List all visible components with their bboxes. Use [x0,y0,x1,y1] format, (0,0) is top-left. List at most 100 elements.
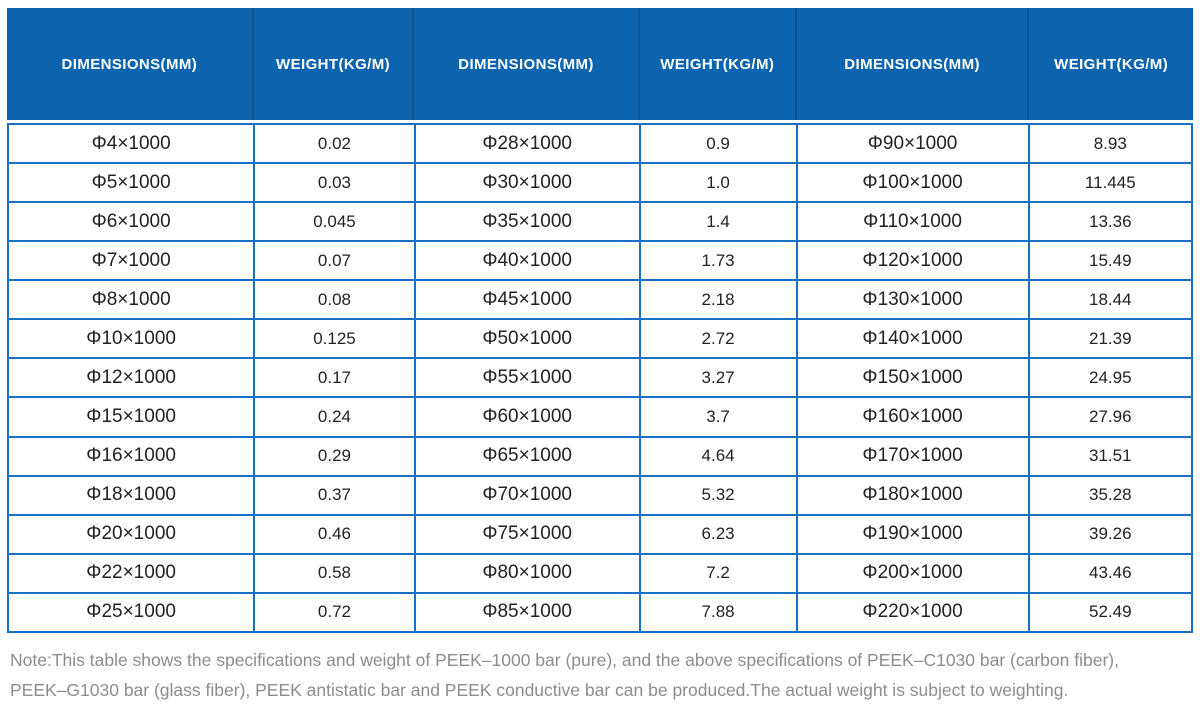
dimension-cell: Φ6×1000 [6,201,256,243]
weight-cell: 21.39 [1027,318,1194,360]
dimension-cell: Φ20×1000 [6,513,256,555]
dimension-cell: Φ110×1000 [795,201,1030,243]
dimension-cell: Φ10×1000 [6,318,256,360]
column-header-dimensions: DIMENSIONS(MM) [414,8,640,120]
weight-cell: 0.08 [253,279,416,321]
dimension-cell: Φ40×1000 [413,240,641,282]
spec-table: Φ4×1000 0.02 Φ28×1000 0.9 Φ90×1000 8.93 Φ5×100… [6,122,1194,634]
dimension-cell: Φ65×1000 [413,435,641,477]
dimension-cell: Φ75×1000 [413,513,641,555]
table-row: Φ4×1000 0.02 Φ28×1000 0.9 Φ90×1000 8.93 [6,122,1194,165]
dimension-cell: Φ25×1000 [6,591,256,634]
dimension-cell: Φ200×1000 [795,552,1030,594]
weight-cell: 0.17 [253,357,416,399]
note: Note:This table shows the specifications… [7,645,1193,704]
table-row: Φ12×1000 0.17 Φ55×1000 3.27 Φ150×1000 24.95 [6,357,1194,399]
dimension-cell: Φ12×1000 [6,357,256,399]
dimension-cell: Φ28×1000 [413,122,641,165]
table-row: Φ22×1000 0.58 Φ80×1000 7.2 Φ200×1000 43.46 [6,552,1194,594]
weight-cell: 0.37 [253,474,416,516]
weight-cell: 11.445 [1027,162,1194,204]
dimension-cell: Φ70×1000 [413,474,641,516]
weight-cell: 1.73 [638,240,798,282]
dimension-cell: Φ18×1000 [6,474,256,516]
table-row: Φ10×1000 0.125 Φ50×1000 2.72 Φ140×1000 21.39 [6,318,1194,360]
dimension-cell: Φ45×1000 [413,279,641,321]
weight-cell: 35.28 [1027,474,1194,516]
column-header-dimensions: DIMENSIONS(MM) [797,8,1030,120]
column-header-weight: WEIGHT(KG/M) [1054,55,1169,73]
dimension-cell: Φ180×1000 [795,474,1030,516]
dimension-cell: Φ50×1000 [413,318,641,360]
dimension-cell: Φ35×1000 [413,201,641,243]
dimension-cell: Φ8×1000 [6,279,256,321]
weight-cell: 0.29 [253,435,416,477]
weight-cell: 15.49 [1027,240,1194,282]
table-row: Φ25×1000 0.72 Φ85×1000 7.88 Φ220×1000 52.49 [6,591,1194,634]
weight-cell: 27.96 [1027,396,1194,438]
weight-cell: 43.46 [1027,552,1194,594]
table-row: Φ20×1000 0.46 Φ75×1000 6.23 Φ190×1000 39.26 [6,513,1194,555]
weight-cell: 5.32 [638,474,798,516]
weight-cell: 7.2 [638,552,798,594]
weight-cell: 0.02 [253,122,416,165]
dimension-cell: Φ22×1000 [6,552,256,594]
weight-cell: 7.88 [638,591,798,634]
table-row: Φ8×1000 0.08 Φ45×1000 2.18 Φ130×1000 18.44 [6,279,1194,321]
column-header-weight: WEIGHT(KG/M) [254,8,415,120]
dimension-cell: Φ160×1000 [795,396,1030,438]
dimension-cell: Φ15×1000 [6,396,256,438]
weight-cell: 2.18 [638,279,798,321]
dimension-cell: Φ4×1000 [6,122,256,165]
weight-cell: 0.07 [253,240,416,282]
dimension-cell: Φ150×1000 [795,357,1030,399]
table-row: Φ5×1000 0.03 Φ30×1000 1.0 Φ100×1000 11.445 [6,162,1194,204]
weight-cell: 3.27 [638,357,798,399]
weight-cell: 18.44 [1027,279,1194,321]
dimension-cell: Φ140×1000 [795,318,1030,360]
weight-cell: 6.23 [638,513,798,555]
weight-cell: 52.49 [1027,591,1194,634]
dimension-cell: Φ7×1000 [6,240,256,282]
dimension-cell: Φ30×1000 [413,162,641,204]
dimension-cell: Φ130×1000 [795,279,1030,321]
weight-cell: 13.36 [1027,201,1194,243]
dimension-cell: Φ170×1000 [795,435,1030,477]
weight-cell: 0.045 [253,201,416,243]
weight-cell: 0.24 [253,396,416,438]
table-row: Φ16×1000 0.29 Φ65×1000 4.64 Φ170×1000 31.51 [6,435,1194,477]
weight-cell: 0.46 [253,513,416,555]
dimension-cell: Φ80×1000 [413,552,641,594]
weight-cell: 0.03 [253,162,416,204]
table-row: Φ15×1000 0.24 Φ60×1000 3.7 Φ160×1000 27.96 [6,396,1194,438]
note-line-2: PEEK–G1030 bar (glass fiber), PEEK antis… [10,680,1069,700]
weight-cell: 0.72 [253,591,416,634]
spec-table-body: Φ4×1000 0.02 Φ28×1000 0.9 Φ90×1000 8.93 Φ5×100… [6,122,1194,634]
weight-cell: 24.95 [1027,357,1194,399]
weight-cell: 2.72 [638,318,798,360]
table-row: Φ7×1000 0.07 Φ40×1000 1.73 Φ120×1000 15.49 [6,240,1194,282]
weight-cell: 0.9 [638,122,798,165]
weight-cell: 31.51 [1027,435,1194,477]
table-header: DIMENSIONS(MM) WEIGHT(KG/M) DIMENSIONS(MM)… [7,8,1193,120]
weight-cell: 8.93 [1027,122,1194,165]
dimension-cell: Φ220×1000 [795,591,1030,634]
dimension-cell: Φ85×1000 [413,591,641,634]
dimension-cell: Φ120×1000 [795,240,1030,282]
column-header-weight: WEIGHT(KG/M) [640,8,797,120]
dimension-cell: Φ5×1000 [6,162,256,204]
table-row: Φ6×1000 0.045 Φ35×1000 1.4 Φ110×1000 13.36 [6,201,1194,243]
dimension-cell: Φ16×1000 [6,435,256,477]
weight-cell: 3.7 [638,396,798,438]
dimension-cell: Φ100×1000 [795,162,1030,204]
column-header-dimensions: DIMENSIONS(MM) [7,8,254,120]
dimension-cell: Φ190×1000 [795,513,1030,555]
weight-cell: 0.125 [253,318,416,360]
weight-cell: 4.64 [638,435,798,477]
weight-cell: 0.58 [253,552,416,594]
dimension-cell: Φ55×1000 [413,357,641,399]
table-row: Φ18×1000 0.37 Φ70×1000 5.32 Φ180×1000 35.28 [6,474,1194,516]
note-line-1: Note:This table shows the specifications… [10,650,1119,670]
dimension-cell: Φ90×1000 [795,122,1030,165]
